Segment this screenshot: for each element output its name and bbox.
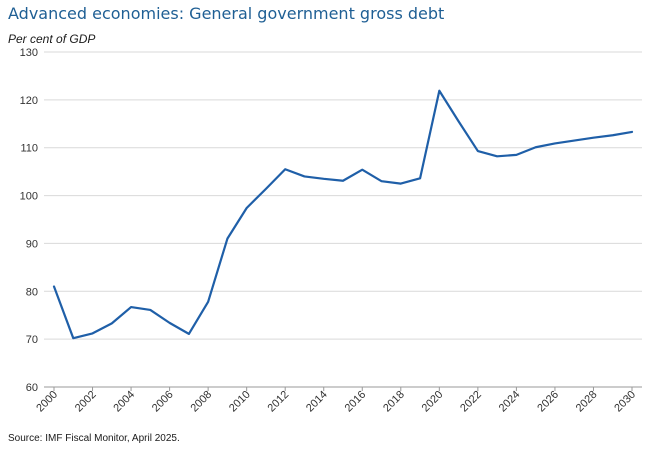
y-tick-label: 130 <box>20 47 38 59</box>
x-axis-ticks: 2000 2002 2004 2006 2008 2010 2012 2014 2016 2018… <box>34 387 638 414</box>
x-tick-label: 2000 <box>34 389 60 415</box>
y-tick-label: 70 <box>26 334 38 346</box>
x-tick-label: 2004 <box>111 389 137 415</box>
y-tick-label: 80 <box>26 286 38 298</box>
y-tick-label: 60 <box>26 382 38 394</box>
x-tick-label: 2016 <box>343 389 369 415</box>
x-tick-label: 2022 <box>458 389 484 415</box>
x-tick-label: 2020 <box>420 389 446 415</box>
x-tick-label: 2012 <box>266 389 292 415</box>
source-note: Source: IMF Fiscal Monitor, April 2025. <box>8 433 180 444</box>
x-tick-label: 2008 <box>188 389 214 415</box>
y-tick-label: 120 <box>20 95 38 107</box>
y-axis-ticks: 60 70 80 90 100 110 120 130 <box>20 47 38 394</box>
x-tick-label: 2014 <box>304 389 330 415</box>
series-layer <box>52 89 634 340</box>
y-tick-label: 90 <box>26 238 38 250</box>
gridlines <box>44 51 642 388</box>
x-tick-label: 2018 <box>381 389 407 415</box>
x-tick-label: 2030 <box>612 389 638 415</box>
x-tick-label: 2024 <box>497 389 523 415</box>
x-tick-label: 2026 <box>535 389 561 415</box>
series-line <box>52 89 634 340</box>
chart-title: Advanced economies: General government g… <box>8 4 445 23</box>
x-tick-label: 2028 <box>574 389 600 415</box>
x-tick-label: 2006 <box>150 389 176 415</box>
x-tick-label: 2002 <box>73 389 99 415</box>
y-tick-label: 110 <box>20 143 38 155</box>
y-tick-label: 100 <box>20 191 38 203</box>
y-axis-unit-label: Per cent of GDP <box>8 32 96 46</box>
x-tick-label: 2010 <box>227 389 253 415</box>
